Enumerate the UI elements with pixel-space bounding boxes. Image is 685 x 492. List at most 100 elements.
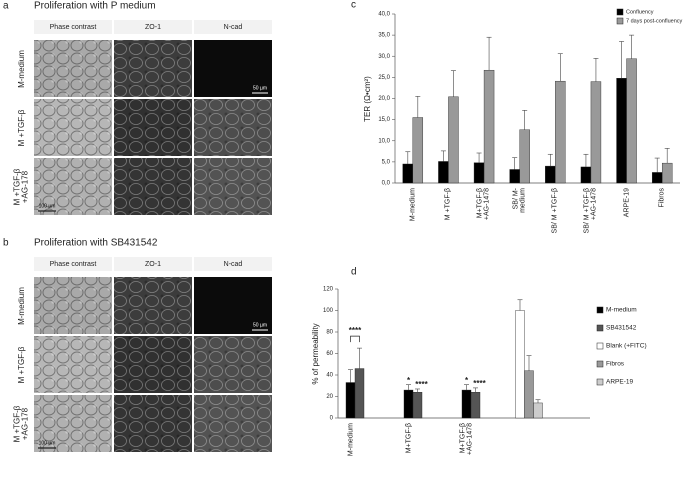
legend-label: ARPE-19 xyxy=(606,379,633,386)
micrograph xyxy=(194,277,272,334)
row-label: M +TGF-β xyxy=(16,346,26,383)
micrograph-texture xyxy=(194,395,272,452)
scale-bar-label: 100 µm xyxy=(39,203,56,209)
bar xyxy=(545,165,556,184)
bar xyxy=(533,402,543,419)
bar xyxy=(651,172,663,184)
micrograph-texture xyxy=(34,336,112,393)
bar xyxy=(509,169,520,184)
legend-swatch xyxy=(596,360,604,368)
bar xyxy=(473,162,485,184)
legend-label: Fibros xyxy=(606,361,625,368)
column-header-bg xyxy=(194,20,272,34)
y-tick-label: 30,0 xyxy=(378,54,390,60)
column-header-bg xyxy=(34,257,112,271)
micrograph-texture xyxy=(34,395,112,452)
micrograph-texture xyxy=(34,40,112,97)
x-tick-label: M+TGF-β +AG-1478 xyxy=(476,188,492,221)
legend-label: SB431542 xyxy=(606,325,637,332)
column-header: N-cad xyxy=(224,24,243,31)
legend-swatch xyxy=(616,8,624,16)
x-tick-label: SB/ M +TGF-β xyxy=(551,188,559,234)
micrograph-texture xyxy=(194,158,272,215)
scale-bar-label: 50 µm xyxy=(253,322,267,328)
column-header: ZO-1 xyxy=(145,24,161,31)
micrograph-texture xyxy=(34,158,112,215)
legend-label: 7 days post-confluency xyxy=(626,18,683,24)
bar xyxy=(616,78,627,184)
row-label: M-medium xyxy=(16,49,26,88)
panel-label: c xyxy=(351,0,356,11)
bar xyxy=(555,80,566,184)
bar xyxy=(345,382,356,419)
x-tick-label: SB/ M- medium xyxy=(512,188,527,213)
bar xyxy=(580,166,592,184)
panel-title: Proliferation with SB431542 xyxy=(34,238,158,249)
micrograph-texture xyxy=(114,158,192,215)
y-tick-label: 10,0 xyxy=(378,138,390,144)
bar xyxy=(448,96,459,184)
bar xyxy=(519,129,530,184)
row-label: M +TGF-β xyxy=(16,109,26,146)
x-tick-label: M-medium xyxy=(347,423,355,457)
bar xyxy=(412,392,423,419)
y-tick-label: 100 xyxy=(323,308,334,314)
micrograph xyxy=(194,40,272,97)
y-tick-label: 40 xyxy=(326,373,333,379)
micrograph-texture xyxy=(34,99,112,156)
significance-label: * xyxy=(407,376,411,385)
micrograph-texture xyxy=(114,99,192,156)
row-label: M-medium xyxy=(16,286,26,325)
bar xyxy=(461,389,472,419)
micrograph-texture xyxy=(194,336,272,393)
y-tick-label: 80 xyxy=(326,330,333,336)
x-tick-label: M+TGF-β +AG-1478 xyxy=(459,423,474,456)
micrograph-texture xyxy=(114,277,192,334)
y-tick-label: 5,0 xyxy=(382,159,391,165)
column-header-bg xyxy=(194,257,272,271)
x-tick-label: ARPE-19 xyxy=(622,188,630,218)
bar xyxy=(626,58,637,184)
y-tick-label: 40,0 xyxy=(378,12,390,18)
legend-swatch xyxy=(596,378,604,386)
scale-bar-label: 50 µm xyxy=(253,85,267,91)
y-tick-label: 0,0 xyxy=(382,181,391,187)
y-tick-label: 60 xyxy=(326,351,333,357)
micrograph-texture xyxy=(34,277,112,334)
row-label: M +TGF-β +AG-178 xyxy=(12,405,30,442)
column-header-bg xyxy=(34,20,112,34)
legend-label: Blank (+FITC) xyxy=(606,343,647,350)
bar xyxy=(483,69,495,184)
significance-label: **** xyxy=(473,379,486,388)
y-tick-label: 25,0 xyxy=(378,75,390,81)
bar xyxy=(470,392,481,419)
panel-title: Proliferation with P medium xyxy=(34,1,156,12)
panel-label: a xyxy=(3,1,9,12)
scale-bar-label: 100 µm xyxy=(39,440,56,446)
legend-swatch xyxy=(596,342,604,350)
y-tick-label: 20 xyxy=(326,394,333,400)
column-header: ZO-1 xyxy=(145,261,161,268)
y-axis-label: TER (Ω•cm²) xyxy=(362,75,372,122)
legend-swatch xyxy=(596,324,604,332)
y-tick-label: 35,0 xyxy=(378,33,390,39)
x-tick-label: Fibros xyxy=(658,188,666,208)
significance-label: * xyxy=(465,376,469,385)
x-tick-label: SB/ M +TGF-β +AG-1478 xyxy=(583,188,598,234)
micrograph-texture xyxy=(194,99,272,156)
bar xyxy=(402,163,414,184)
bar xyxy=(524,370,534,419)
column-header: Phase contrast xyxy=(50,24,97,31)
column-header-bg xyxy=(114,20,192,34)
bar xyxy=(403,389,414,419)
bar xyxy=(590,81,602,184)
y-tick-label: 0 xyxy=(330,416,334,422)
bar xyxy=(515,310,525,419)
x-tick-label: M +TGF-β xyxy=(444,188,452,221)
column-header: N-cad xyxy=(224,261,243,268)
significance-label: **** xyxy=(415,380,428,389)
row-label: M +TGF-β +AG-178 xyxy=(12,168,30,205)
column-header: Phase contrast xyxy=(50,261,97,268)
